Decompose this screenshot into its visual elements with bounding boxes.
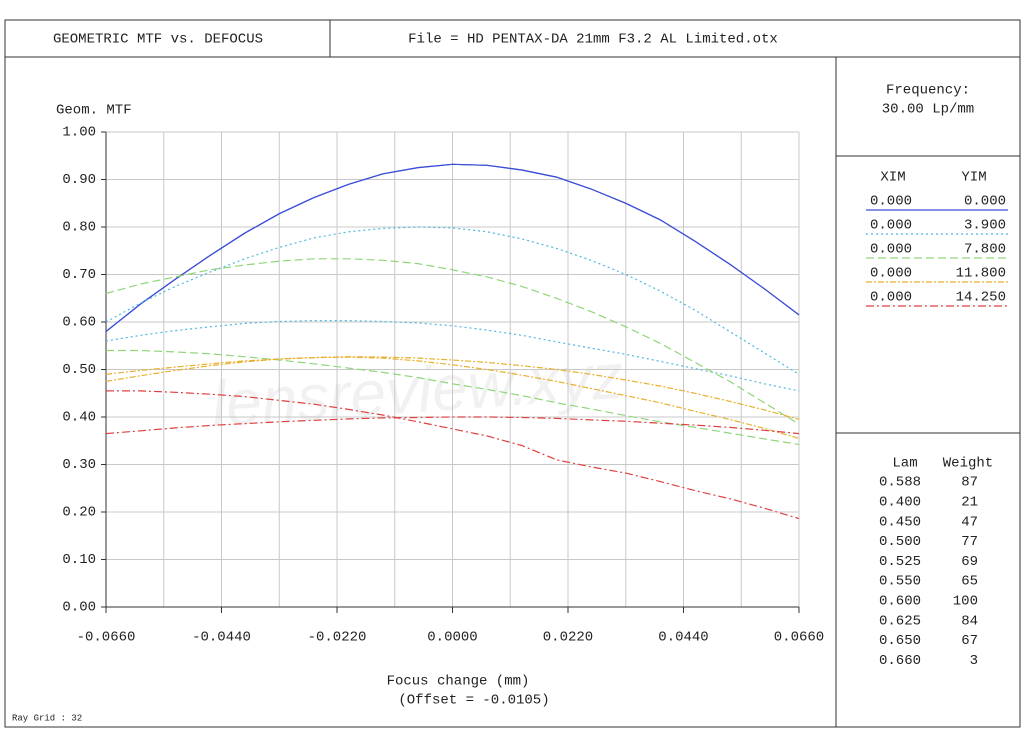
wavelength: 0.500 [879, 534, 921, 550]
x-tick-label: -0.0660 [77, 630, 136, 646]
mtf-curve [105, 258, 800, 425]
field-header: YIM [961, 170, 986, 186]
legend-xim: 0.000 [870, 242, 912, 258]
frequency-value: 30.00 Lp/mm [882, 102, 974, 118]
y-tick-label: 0.70 [62, 267, 96, 283]
weight: 87 [961, 475, 978, 491]
y-tick-label: 0.30 [62, 457, 96, 473]
mtf-curve [105, 416, 800, 435]
weight: 65 [961, 574, 978, 590]
legend-yim: 7.800 [964, 242, 1006, 258]
y-tick-label: 0.00 [62, 600, 96, 616]
wavelength-header: Lam [892, 456, 917, 472]
weight: 77 [961, 534, 978, 550]
wavelength: 0.450 [879, 514, 921, 530]
x-tick-label: 0.0660 [774, 630, 824, 646]
mtf-curve [105, 163, 800, 332]
wavelength: 0.600 [879, 594, 921, 610]
y-tick-label: 0.80 [62, 220, 96, 236]
wavelength-header: Weight [943, 456, 993, 472]
ray-grid: Ray Grid : 32 [12, 713, 82, 723]
legend-yim: 3.900 [964, 218, 1006, 234]
legend-yim: 0.000 [964, 194, 1006, 210]
legend-xim: 0.000 [870, 290, 912, 306]
legend-yim: 11.800 [956, 266, 1006, 282]
weight: 21 [961, 495, 978, 511]
outer-frame [4, 19, 1021, 728]
weight: 47 [961, 514, 978, 530]
y-tick-label: 0.40 [62, 410, 96, 426]
wavelength: 0.588 [879, 475, 921, 491]
y-tick-label: 1.00 [62, 125, 96, 141]
legend-xim: 0.000 [870, 218, 912, 234]
x-tick-label: 0.0220 [543, 630, 593, 646]
file-name: File = HD PENTAX-DA 21mm F3.2 AL Limited… [408, 32, 778, 48]
offset-label: (Offset = -0.0105) [398, 693, 549, 709]
weight: 3 [970, 653, 978, 669]
mtf-curve [106, 349, 800, 446]
y-tick-label: 0.60 [62, 315, 96, 331]
frequency-label: Frequency: [886, 83, 970, 99]
x-tick-label: 0.0000 [427, 630, 477, 646]
weight: 100 [953, 594, 978, 610]
y-tick-label: 0.50 [62, 362, 96, 378]
y-axis-label: Geom. MTF [56, 103, 132, 119]
wavelength: 0.400 [879, 495, 921, 511]
mtf-curve [105, 356, 800, 420]
legend-xim: 0.000 [870, 266, 912, 282]
x-tick-label: -0.0440 [192, 630, 251, 646]
y-tick-label: 0.10 [62, 552, 96, 568]
y-tick-label: 0.20 [62, 505, 96, 521]
legend-xim: 0.000 [870, 194, 912, 210]
mtf-curve [105, 320, 800, 392]
weight: 67 [961, 633, 978, 649]
weight: 84 [961, 613, 978, 629]
wavelength: 0.650 [879, 633, 921, 649]
x-axis-label: Focus change (mm) [387, 674, 530, 690]
mtf-curve [105, 356, 800, 439]
wavelength: 0.550 [879, 574, 921, 590]
x-tick-label: -0.0220 [308, 630, 367, 646]
legend-yim: 14.250 [956, 290, 1006, 306]
chart-title: GEOMETRIC MTF vs. DEFOCUS [53, 32, 263, 48]
field-header: XIM [880, 170, 905, 186]
weight: 69 [961, 554, 978, 570]
watermark: lensreview.xyz [209, 340, 626, 441]
wavelength: 0.625 [879, 613, 921, 629]
y-tick-label: 0.90 [62, 172, 96, 188]
wavelength: 0.660 [879, 653, 921, 669]
wavelength: 0.525 [879, 554, 921, 570]
mtf-curve [106, 390, 800, 520]
x-tick-label: 0.0440 [658, 630, 708, 646]
